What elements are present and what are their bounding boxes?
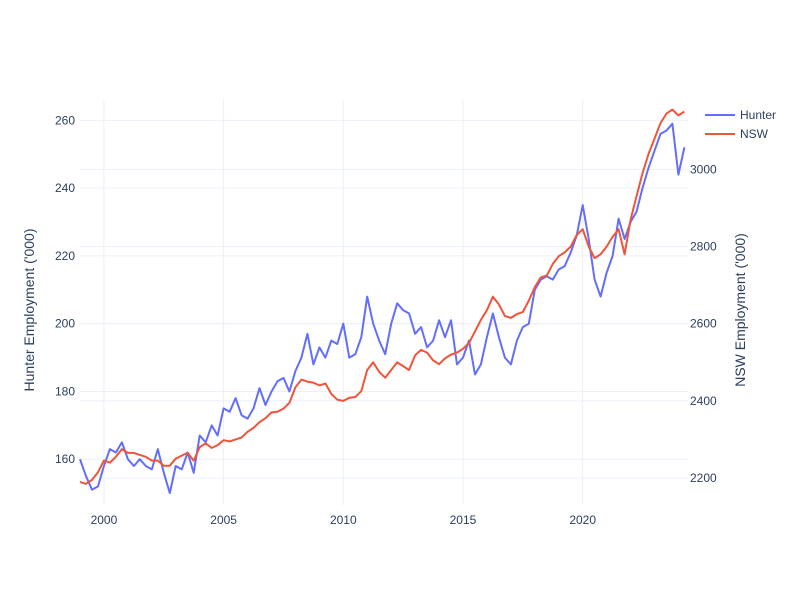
y-left-tick-label: 260 [55,113,75,127]
y-right-tick-label: 3000 [690,162,717,176]
y-axis-left-title: Hunter Employment ('000) [21,229,37,392]
legend-item-nsw[interactable]: NSW [705,127,769,141]
x-tick-label: 2020 [569,513,596,527]
y-right-tick-label: 2800 [690,240,717,254]
x-tick-label: 2010 [330,513,357,527]
y-left-tick-label: 200 [55,317,75,331]
y-left-tick-label: 160 [55,452,75,466]
series-line-nsw [79,108,685,485]
y-axis-right-title: NSW Employment ('000) [732,233,748,387]
legend[interactable]: Hunter NSW [705,108,776,141]
grid-lines [80,100,688,505]
series-line-hunter [79,122,686,495]
legend-label: Hunter [740,108,776,122]
y-left-tick-label: 220 [55,249,75,263]
x-tick-label: 2000 [91,513,118,527]
plot-area [79,108,686,495]
legend-item-hunter[interactable]: Hunter [705,108,776,122]
y-right-tick-label: 2600 [690,317,717,331]
y-right-tick-label: 2200 [690,471,717,485]
x-tick-label: 2005 [210,513,237,527]
axes: 2000 2005 2010 2015 2020 160 180 200 220 240 260 22… [55,113,717,527]
y-left-tick-label: 180 [55,384,75,398]
y-left-tick-label: 240 [55,181,75,195]
y-right-tick-label: 2400 [690,394,717,408]
x-tick-label: 2015 [450,513,477,527]
legend-label: NSW [740,127,769,141]
